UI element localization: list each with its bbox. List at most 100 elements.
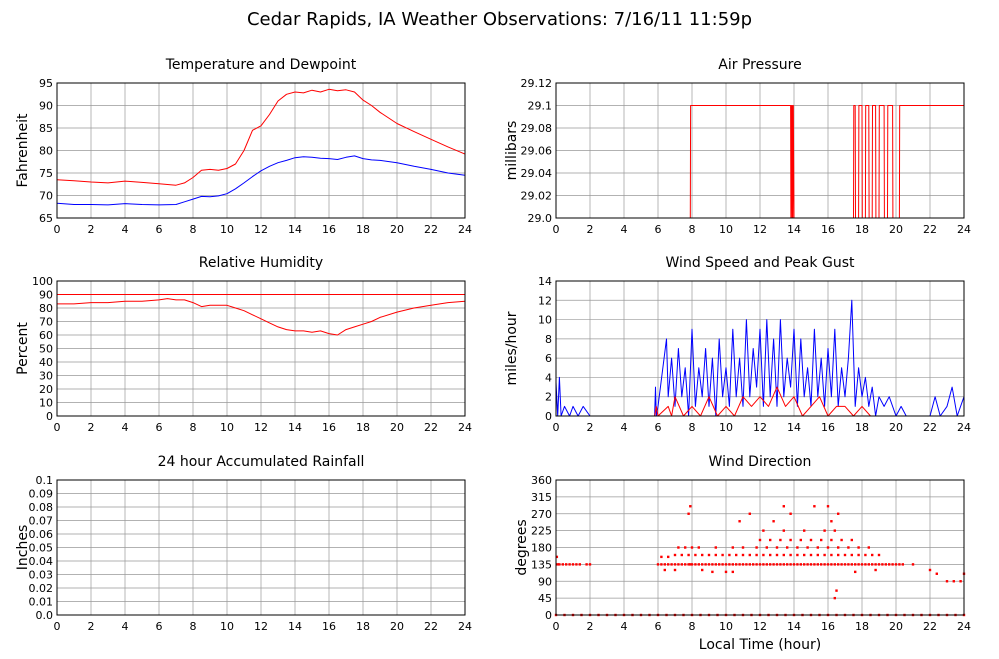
- winddir-point: [864, 553, 867, 557]
- rain-ytick-label: 0.06: [29, 528, 54, 541]
- rain-xtick-label: 4: [122, 620, 129, 633]
- winddir-point: [660, 555, 663, 559]
- temp-ytick-label: 95: [39, 77, 53, 90]
- winddir-point: [728, 563, 731, 566]
- winddir-point: [704, 563, 707, 566]
- humidity-frame: [56, 280, 466, 417]
- temp-xtick-label: 18: [356, 223, 370, 236]
- winddir-point: [694, 553, 697, 557]
- pressure-panel: 0 2 4 6 8 10 12 14 16 18 20 22 2429.029.0229.0429.06…: [504, 57, 971, 236]
- pressure-xtick-label: 2: [587, 223, 594, 236]
- winddir-point: [840, 563, 843, 566]
- wind-ytick-label: 6: [545, 352, 552, 365]
- winddir-point: [857, 563, 860, 566]
- winddir-point: [816, 553, 819, 557]
- winddir-frame: [555, 479, 965, 616]
- humidity-panel: 0 2 4 6 8 10 12 14 16 18 20 22 240102030405060708090…: [15, 255, 472, 434]
- humidity-ytick-label: 40: [39, 356, 53, 369]
- winddir-xtick-label: 18: [855, 620, 869, 633]
- humidity-xtick-label: 12: [254, 421, 268, 434]
- winddir-xtick-label: 12: [753, 620, 767, 633]
- pressure-xtick-label: 0: [553, 223, 560, 236]
- winddir-point: [786, 563, 789, 566]
- pressure-ytick-label: 29.04: [521, 167, 553, 180]
- wind-xtick-label: 14: [787, 421, 801, 434]
- winddir-point: [714, 563, 717, 566]
- humidity-ylabel: Percent: [15, 322, 31, 375]
- winddir-xtick-label: 22: [923, 620, 937, 633]
- wind-ytick-label: 0: [545, 410, 552, 423]
- winddir-point: [847, 546, 850, 549]
- winddir-xtick-label: 8: [689, 620, 696, 633]
- humidity-title: Relative Humidity: [199, 255, 323, 271]
- humidity-ytick-label: 90: [39, 289, 53, 302]
- winddir-point: [840, 538, 843, 542]
- winddir-point: [769, 553, 772, 557]
- winddir-point: [690, 563, 694, 566]
- winddir-ytick-label: 180: [531, 542, 552, 555]
- wind-ytick-label: 4: [545, 371, 552, 384]
- winddir-point: [690, 546, 694, 549]
- humidity-xtick-label: 8: [190, 421, 197, 434]
- rain-ytick-label: 0.01: [29, 596, 54, 609]
- winddir-point: [724, 570, 728, 574]
- winddir-point: [847, 563, 850, 566]
- temp-series-line: [56, 88, 466, 186]
- winddir-point: [833, 596, 836, 600]
- winddir-point: [803, 563, 806, 566]
- rain-ytick-label: 0.09: [29, 488, 54, 501]
- humidity-xtick-label: 18: [356, 421, 370, 434]
- winddir-point: [673, 553, 677, 557]
- winddir-point: [741, 563, 745, 566]
- wind-title: Wind Speed and Peak Gust: [666, 255, 855, 271]
- temp-xtick-label: 12: [254, 223, 268, 236]
- winddir-point: [911, 563, 915, 566]
- winddir-point: [684, 563, 687, 566]
- winddir-point: [826, 546, 830, 549]
- rain-ytick-label: 0.07: [29, 515, 54, 528]
- winddir-point: [857, 553, 860, 557]
- temp-series-line: [56, 155, 466, 206]
- winddir-point: [830, 520, 833, 523]
- rain-ytick-label: 0.1: [36, 474, 54, 487]
- winddir-point: [721, 553, 724, 557]
- winddir-point: [881, 563, 884, 566]
- temp-xtick-label: 24: [458, 223, 472, 236]
- winddir-ylabel: degrees: [514, 519, 530, 575]
- winddir-point: [799, 563, 802, 566]
- winddir-point: [731, 570, 734, 574]
- winddir-point: [820, 538, 823, 542]
- winddir-point: [711, 563, 714, 566]
- winddir-point: [837, 563, 840, 566]
- rain-frame: [56, 479, 466, 616]
- winddir-point: [718, 563, 721, 566]
- temp-ytick-label: 90: [39, 100, 53, 113]
- winddir-point: [871, 553, 874, 557]
- winddir-point: [830, 553, 833, 557]
- winddir-ytick-label: 360: [531, 474, 552, 487]
- winddir-point: [874, 563, 877, 566]
- winddir-point: [689, 563, 692, 566]
- winddir-point: [575, 563, 578, 566]
- wind-xtick-label: 0: [553, 421, 560, 434]
- winddir-point: [677, 563, 680, 566]
- rain-xtick-label: 22: [424, 620, 438, 633]
- humidity-xtick-label: 14: [288, 421, 302, 434]
- humidity-ytick-label: 20: [39, 383, 53, 396]
- page-title: Cedar Rapids, IA Weather Observations: 7…: [247, 9, 752, 30]
- winddir-point: [809, 553, 813, 557]
- winddir-point: [782, 553, 785, 557]
- winddir-point: [888, 563, 891, 566]
- rain-xtick-label: 14: [288, 620, 302, 633]
- winddir-point: [877, 553, 881, 557]
- winddir-point: [673, 568, 677, 572]
- humidity-ytick-label: 10: [39, 397, 53, 410]
- temp-ytick-label: 85: [39, 122, 53, 135]
- winddir-point: [796, 546, 799, 549]
- winddir-point: [813, 563, 816, 566]
- rain-xtick-label: 2: [88, 620, 95, 633]
- winddir-point: [891, 563, 894, 566]
- winddir-point: [588, 563, 592, 566]
- pressure-ytick-label: 29.12: [521, 77, 553, 90]
